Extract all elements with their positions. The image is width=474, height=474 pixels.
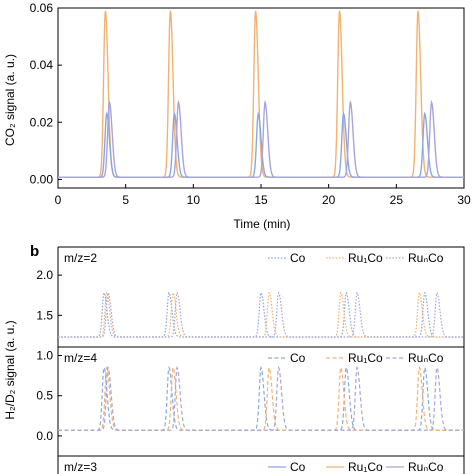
subpanel-1-series-Ru1Co: [58, 366, 464, 431]
panel-a-x-tick-label: 5: [122, 193, 129, 207]
panel-b: b 0.0 0.5 1.0 1.5 2.0 Co Ru₁Co RuₙCo Co Ru₁Co Ruₙ…: [3, 243, 465, 474]
panel-b-label: b: [30, 243, 39, 260]
panel-b-ticks: [57, 246, 465, 474]
subpanel-1-legend-label-RunCo: RuₙCo: [408, 351, 444, 365]
panel-a-y-tick-label: 0.04: [30, 58, 54, 72]
panel-b-y-tick-label: 1.0: [36, 349, 53, 363]
panel-a-x-tick-label: 30: [457, 193, 471, 207]
subpanel-0-legend-label-Co: Co: [290, 251, 306, 265]
panel-a-series-Ru1Co: [58, 10, 464, 178]
panel-a-y-axis-title: CO₂ signal (a. u.): [3, 54, 17, 146]
subpanel-1-series-Co: [58, 366, 464, 431]
subpanel-1-series-RunCo: [58, 366, 464, 431]
panel-a-x-tick-label: 0: [55, 193, 62, 207]
subpanel-1-legend-label-Co: Co: [290, 351, 306, 365]
subpanel-2-label: m/z=3: [64, 460, 97, 474]
panel-b-subpanel-labels: m/z=2 m/z=4 m/z=3: [64, 251, 97, 474]
panel-b-series: [58, 291, 464, 431]
subpanel-0-series-Ru1Co: [58, 291, 464, 338]
panel-a-x-tick-label: 10: [187, 193, 201, 207]
subpanel-2-legend-label-RunCo: RuₙCo: [408, 460, 444, 474]
panel-b-legends: Co Ru₁Co RuₙCo Co Ru₁Co RuₙCo Co Ru₁Co RuₙCo: [268, 251, 444, 474]
panel-b-y-axis-title: H₂/D₂ signal (a. u.): [3, 320, 17, 419]
subpanel-1-legend-label-Ru1Co: Ru₁Co: [348, 351, 383, 365]
panel-a-y-tick-label: 0.06: [30, 1, 54, 15]
panel-b-y-tick-label: 1.5: [36, 308, 53, 322]
subpanel-0-label: m/z=2: [64, 251, 97, 265]
panel-a-x-tick-label: 15: [254, 193, 268, 207]
subpanel-2-legend-label-Ru1Co: Ru₁Co: [348, 460, 383, 474]
subpanel-1-label: m/z=4: [64, 351, 97, 365]
panel-a-ticks: [57, 7, 465, 189]
subpanel-2-legend-label-Co: Co: [290, 460, 306, 474]
subpanel-0-legend-label-Ru1Co: Ru₁Co: [348, 251, 383, 265]
panel-a-series: [58, 10, 464, 178]
subpanel-0-legend-label-RunCo: RuₙCo: [408, 251, 444, 265]
subpanel-0-series-RunCo: [58, 291, 464, 338]
panel-b-y-tick-label: 0.5: [36, 389, 53, 403]
panel-a-x-tick-label: 25: [390, 193, 404, 207]
panel-b-y-tick-label: 0.0: [36, 429, 53, 443]
panel-a: 0 5 10 15 20 25 30 0.00 0.02 0.04 0.06 Time (min)…: [3, 1, 471, 231]
panel-b-y-tick-labels: 0.0 0.5 1.0 1.5 2.0: [36, 268, 53, 443]
panel-a-series-RunCo: [58, 99, 464, 178]
panel-a-y-tick-labels: 0.00 0.02 0.04 0.06: [30, 1, 54, 186]
panel-a-x-tick-label: 20: [322, 193, 336, 207]
panel-b-y-tick-label: 2.0: [36, 268, 53, 282]
panel-a-y-tick-label: 0.02: [30, 115, 54, 129]
panel-a-x-axis-title: Time (min): [234, 217, 291, 231]
panel-a-y-tick-label: 0.00: [30, 172, 54, 186]
panel-b-frame-top-right: [58, 246, 465, 474]
panel-a-x-tick-labels: 0 5 10 15 20 25 30: [55, 193, 471, 207]
subpanel-0-series-Co: [58, 291, 464, 338]
